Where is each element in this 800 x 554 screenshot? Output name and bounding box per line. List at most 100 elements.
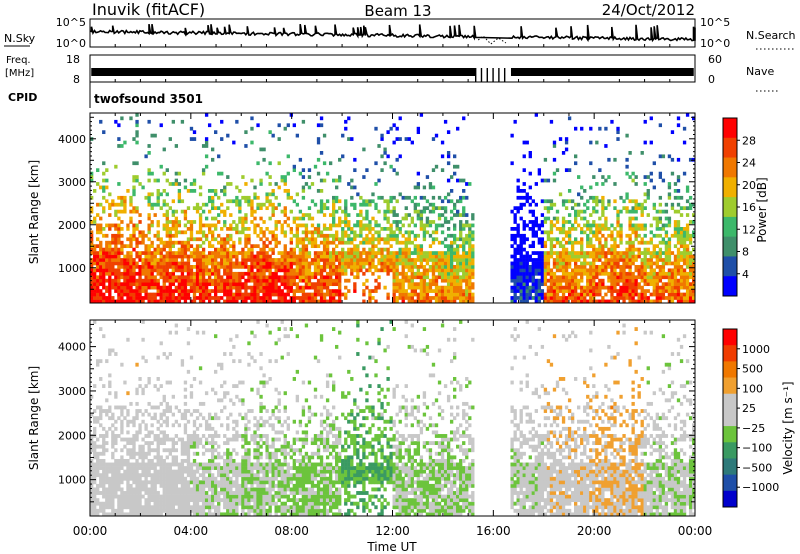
heatmap-cell (555, 292, 560, 297)
heatmap-cell (679, 282, 684, 287)
heatmap-cell (105, 476, 109, 481)
heatmap-cell (583, 223, 587, 228)
heatmap-cell (325, 282, 330, 287)
heatmap-cell (114, 458, 118, 463)
heatmap-cell (135, 480, 139, 485)
heatmap-cell (244, 216, 248, 221)
heatmap-cell (459, 199, 463, 204)
heatmap-cell (325, 261, 330, 266)
heatmap-cell (332, 178, 336, 183)
heatmap-cell (449, 247, 454, 252)
heatmap-cell (459, 230, 463, 235)
heatmap-cell (325, 254, 330, 259)
heatmap-cell (274, 265, 278, 269)
heatmap-cell (616, 296, 620, 300)
heatmap-cell (123, 462, 127, 467)
heatmap-cell (108, 466, 112, 470)
heatmap-cell (132, 192, 136, 197)
heatmap-cell (649, 261, 653, 266)
heatmap-cell (525, 261, 529, 266)
heatmap-cell (235, 292, 239, 297)
heatmap-cell (256, 289, 260, 293)
heatmap-cell (99, 271, 103, 276)
heatmap-cell (292, 282, 296, 287)
heatmap-cell (135, 458, 139, 463)
heatmap-cell (268, 289, 272, 293)
heatmap-cell (171, 209, 175, 214)
heatmap-cell (144, 261, 148, 266)
heatmap-cell (546, 265, 551, 269)
heatmap-cell (374, 206, 378, 211)
heatmap-cell (126, 265, 130, 269)
heatmap-cell (90, 394, 94, 399)
heatmap-cell (428, 254, 433, 259)
heatmap-cell (201, 282, 206, 287)
heatmap-cell (377, 258, 381, 262)
heatmap-cell (126, 409, 130, 413)
heatmap-cell (226, 275, 230, 280)
heatmap-cell (135, 261, 139, 266)
heatmap-cell (570, 247, 575, 252)
heatmap-cell (443, 271, 448, 276)
heatmap-cell (625, 164, 629, 169)
heatmap-cell (325, 251, 330, 255)
heatmap-cell (468, 223, 472, 228)
heatmap-cell (156, 233, 160, 238)
heatmap-cell (123, 275, 127, 280)
heatmap-cell (165, 505, 169, 510)
heatmap-cell (286, 216, 290, 221)
heatmap-cell (217, 171, 221, 176)
nsearch-tick-low: 10^0 (700, 37, 730, 50)
heatmap-cell (135, 498, 139, 503)
heatmap-cell (649, 237, 653, 242)
heatmap-cell (129, 455, 133, 460)
heatmap-cell (570, 275, 575, 280)
heatmap-cell (274, 258, 278, 262)
heatmap-cell (211, 251, 215, 255)
heatmap-cell (640, 251, 644, 255)
heatmap-cell (159, 268, 163, 273)
heatmap-cell (622, 289, 626, 293)
heatmap-cell (322, 223, 327, 228)
heatmap-cell (238, 220, 242, 224)
heatmap-cell (108, 373, 112, 378)
heatmap-cell (555, 227, 560, 231)
heatmap-cell (543, 258, 548, 262)
heatmap-cell (168, 483, 172, 488)
heatmap-cell (543, 265, 548, 269)
heatmap-cell (226, 254, 230, 259)
heatmap-cell (401, 195, 405, 200)
heatmap-cell (607, 289, 611, 293)
heatmap-cell (229, 278, 233, 283)
heatmap-cell (341, 251, 345, 255)
heatmap-cell (574, 126, 578, 131)
heatmap-cell (465, 220, 469, 224)
heatmap-cell (150, 292, 154, 297)
heatmap-cell (546, 278, 551, 283)
heatmap-cell (543, 299, 548, 304)
heatmap-cell (313, 251, 318, 255)
heatmap-cell (126, 271, 130, 276)
heatmap-cell (619, 227, 623, 231)
heatmap-cell (150, 512, 154, 517)
heatmap-cell (126, 285, 130, 290)
heatmap-cell (253, 230, 257, 235)
heatmap-cell (123, 501, 127, 506)
heatmap-cell (676, 209, 681, 214)
heatmap-cell (359, 220, 363, 224)
heatmap-cell (510, 271, 514, 276)
heatmap-cell (667, 185, 672, 190)
heatmap-cell (453, 164, 457, 169)
heatmap-cell (685, 292, 690, 297)
heatmap-cell (159, 271, 163, 276)
heatmap-cell (111, 434, 115, 438)
heatmap-cell (419, 296, 424, 300)
heatmap-cell (132, 498, 136, 503)
heatmap-cell (198, 289, 203, 293)
heatmap-cell (580, 265, 584, 269)
heatmap-cell (371, 289, 375, 293)
heatmap-cell (625, 282, 629, 287)
heatmap-cell (664, 261, 669, 266)
heatmap-cell (298, 247, 303, 252)
heatmap-cell (401, 251, 405, 255)
